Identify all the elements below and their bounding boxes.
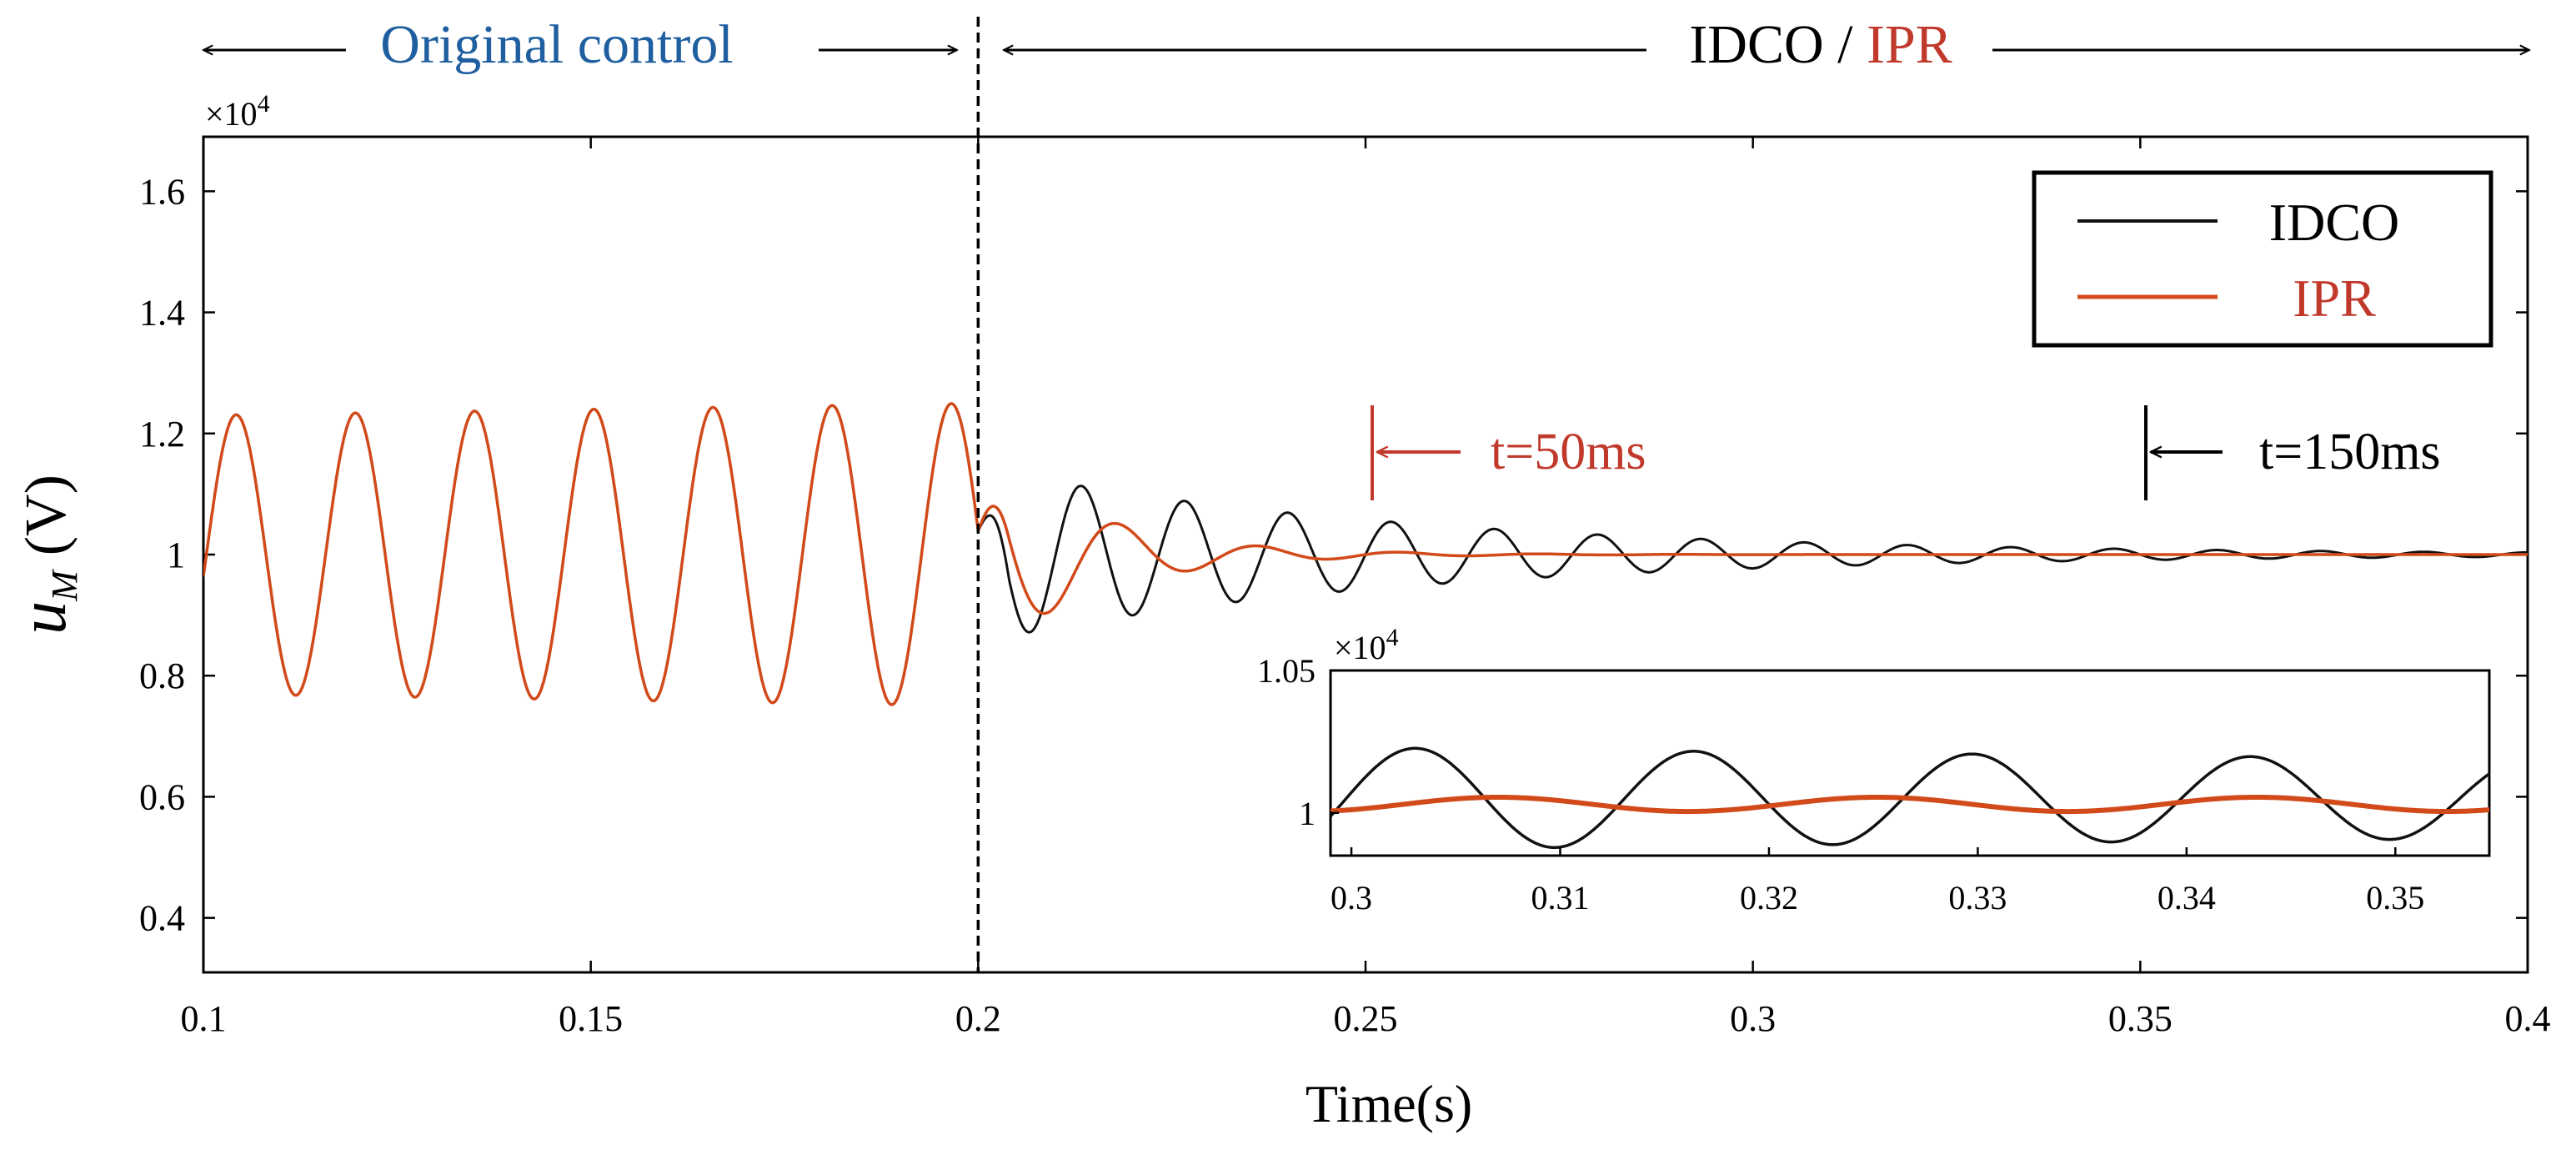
inset-y-tick-label: 1.05 — [1257, 652, 1316, 690]
y-label-sub: M — [44, 569, 85, 602]
y-tick-label: 1.4 — [139, 293, 185, 334]
inset-y-multiplier-exp: 4 — [1386, 624, 1399, 651]
inset-series-ipr-line — [1331, 795, 2489, 815]
x-tick-label: 0.15 — [559, 998, 623, 1039]
x-tick-label: 0.3 — [1730, 998, 1776, 1039]
inset-x-tick-label: 0.34 — [2158, 879, 2216, 916]
main-y-multiplier-base: ×10 — [205, 95, 258, 133]
annotation-150ms-label: t=150ms — [2259, 424, 2441, 480]
ipr-header-label: IPR — [1867, 14, 1952, 75]
main-axis-ticks: 0.1 0.15 0.2 0.25 0.3 0.35 0.4 0.4 0.6 0.8 1 1.2 1.4… — [139, 137, 2551, 1039]
x-tick-label: 0.25 — [1334, 998, 1398, 1039]
inset-x-tick-label: 0.3 — [1331, 879, 1372, 916]
y-tick-label: 0.6 — [139, 776, 185, 817]
y-tick-label: 0.8 — [139, 655, 185, 696]
inset-x-tick-label: 0.33 — [1948, 879, 2007, 916]
original-control-label: Original control — [380, 14, 733, 75]
series-ipr-line — [203, 402, 2528, 706]
x-tick-label: 0.1 — [181, 998, 227, 1039]
y-tick-label: 1 — [167, 535, 185, 575]
inset-y-multiplier-base: ×10 — [1334, 629, 1386, 666]
y-tick-label: 1.6 — [139, 171, 185, 212]
inset-chart: 0.3 0.31 0.32 0.33 0.34 0.35 1.05 1 ×104 — [1257, 624, 2491, 916]
inset-y-tick-label: 1 — [1299, 795, 1316, 832]
inset-frame — [1329, 669, 2491, 857]
header-separator: / — [1824, 14, 1867, 75]
main-y-multiplier: ×104 — [205, 90, 270, 133]
inset-series-idco-line — [1331, 746, 2489, 850]
y-tick-label: 0.4 — [139, 898, 185, 939]
idco-ipr-header-label: IDCO / IPR — [1689, 14, 1952, 75]
svg-text:uM(V): uM (V) — [7, 475, 85, 635]
inset-y-multiplier: ×104 — [1334, 624, 1399, 666]
x-tick-label: 0.2 — [955, 998, 1001, 1039]
annotation-150ms: t=150ms — [2144, 405, 2441, 500]
annotation-50ms: t=50ms — [1371, 405, 1646, 500]
header: Original control IDCO / IPR — [203, 14, 2529, 75]
x-axis-label: Time(s) — [1306, 1074, 1472, 1133]
annotation-50ms-label: t=50ms — [1491, 424, 1646, 480]
idco-header-label: IDCO — [1689, 14, 1823, 75]
y-label-main: u — [7, 601, 80, 635]
y-tick-label: 1.2 — [139, 414, 185, 454]
main-y-multiplier-exp: 4 — [258, 90, 270, 118]
x-tick-label: 0.4 — [2505, 998, 2551, 1039]
legend-box — [2032, 170, 2493, 348]
y-label-unit: (V) — [14, 475, 78, 555]
legend-idco-label: IDCO — [2269, 193, 2399, 252]
y-axis-label: uM (V) — [7, 475, 85, 635]
inset-x-tick-label: 0.35 — [2366, 879, 2424, 916]
inset-x-tick-label: 0.31 — [1531, 879, 1589, 916]
inset-x-tick-label: 0.32 — [1740, 879, 1798, 916]
legend: IDCO IPR — [2032, 170, 2493, 348]
inset-axis-ticks: 0.3 0.31 0.32 0.33 0.34 0.35 1.05 1 — [1257, 652, 2424, 916]
x-tick-label: 0.35 — [2108, 998, 2173, 1039]
legend-ipr-label: IPR — [2293, 269, 2376, 328]
